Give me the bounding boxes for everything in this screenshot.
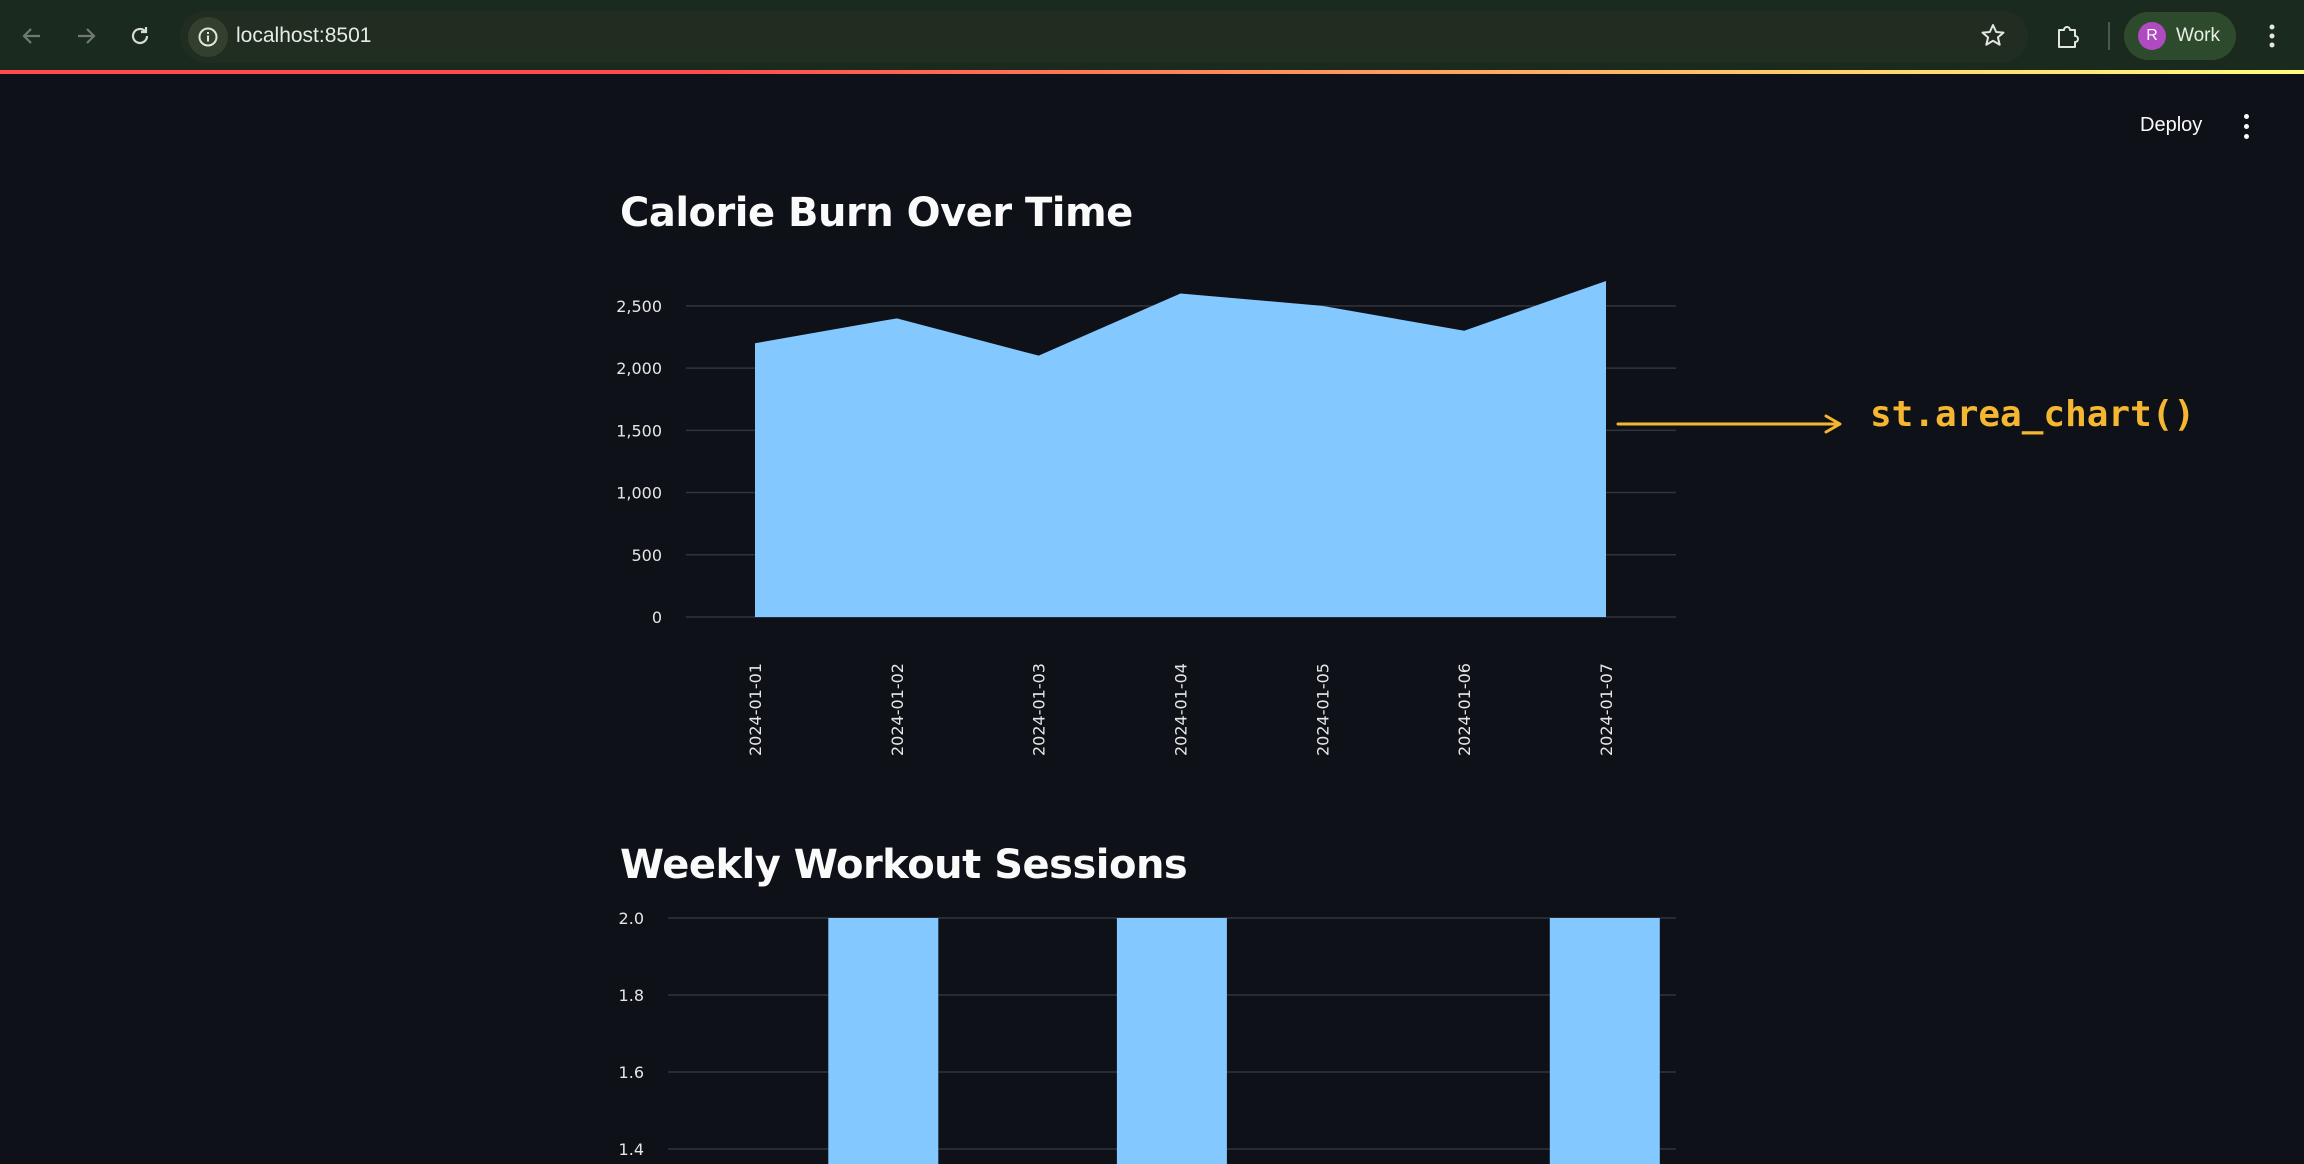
avatar: R	[2138, 22, 2166, 50]
streamlit-decoration-bar	[0, 70, 2304, 74]
back-button[interactable]	[10, 14, 54, 58]
x-tick-label: 2024-01-05	[1313, 663, 1332, 756]
puzzle-icon	[2058, 26, 2079, 48]
browser-menu-button[interactable]	[2256, 14, 2288, 58]
area-chart-title: Calorie Burn Over Time	[620, 190, 1133, 236]
forward-button[interactable]	[64, 14, 108, 58]
area-series	[755, 281, 1606, 617]
info-icon	[198, 27, 218, 47]
reload-button[interactable]	[118, 14, 162, 58]
profile-name: Work	[2176, 25, 2220, 46]
address-bar[interactable]: localhost:8501	[180, 11, 2028, 63]
bar-chart: 2.01.81.61.41.21.00.8	[619, 909, 1676, 1164]
y-tick-label: 1.4	[619, 1140, 644, 1159]
x-tick-label: 2024-01-01	[746, 663, 765, 756]
y-tick-label: 1,000	[616, 484, 662, 503]
bar	[828, 918, 939, 1164]
site-info-button[interactable]	[188, 17, 228, 57]
kebab-menu-icon	[2269, 24, 2275, 48]
annotation-label: st.area_chart()	[1870, 394, 2196, 435]
y-tick-label: 1.8	[619, 986, 644, 1005]
star-icon	[1981, 24, 2005, 46]
y-tick-label: 2,000	[616, 359, 662, 378]
x-tick-label: 2024-01-03	[1030, 663, 1049, 756]
toolbar-divider	[2108, 22, 2110, 50]
bar-chart-title: Weekly Workout Sessions	[620, 842, 1188, 888]
x-tick-label: 2024-01-04	[1172, 663, 1191, 756]
area-chart: 0 500 1,000 1,500 2,000 2,500 2024-01-01 2024-0…	[616, 281, 1676, 756]
x-tick-label: 2024-01-02	[888, 663, 907, 756]
y-tick-label: 1.6	[619, 1063, 644, 1082]
y-tick-label: 0	[652, 608, 662, 627]
arrow-right-icon	[78, 28, 96, 44]
annotation-arrow	[1616, 414, 1842, 434]
y-tick-label: 500	[631, 546, 662, 565]
browser-toolbar: localhost:8501 R Work	[0, 0, 2304, 72]
reload-icon	[131, 27, 149, 45]
bar	[1549, 918, 1660, 1164]
extensions-button[interactable]	[2046, 14, 2090, 58]
profile-button[interactable]: R Work	[2124, 12, 2236, 60]
y-tick-label: 2,500	[616, 297, 662, 316]
deploy-button[interactable]: Deploy	[2140, 114, 2203, 136]
arrow-left-icon	[22, 28, 40, 44]
bar	[1116, 918, 1227, 1164]
x-tick-label: 2024-01-07	[1597, 663, 1616, 756]
y-tick-label: 1,500	[616, 421, 662, 440]
y-tick-label: 2.0	[619, 909, 644, 928]
x-tick-label: 2024-01-06	[1455, 663, 1474, 756]
bookmark-star-button[interactable]	[1978, 21, 2008, 56]
app-menu-button[interactable]	[2236, 108, 2256, 144]
url-text: localhost:8501	[236, 24, 372, 47]
